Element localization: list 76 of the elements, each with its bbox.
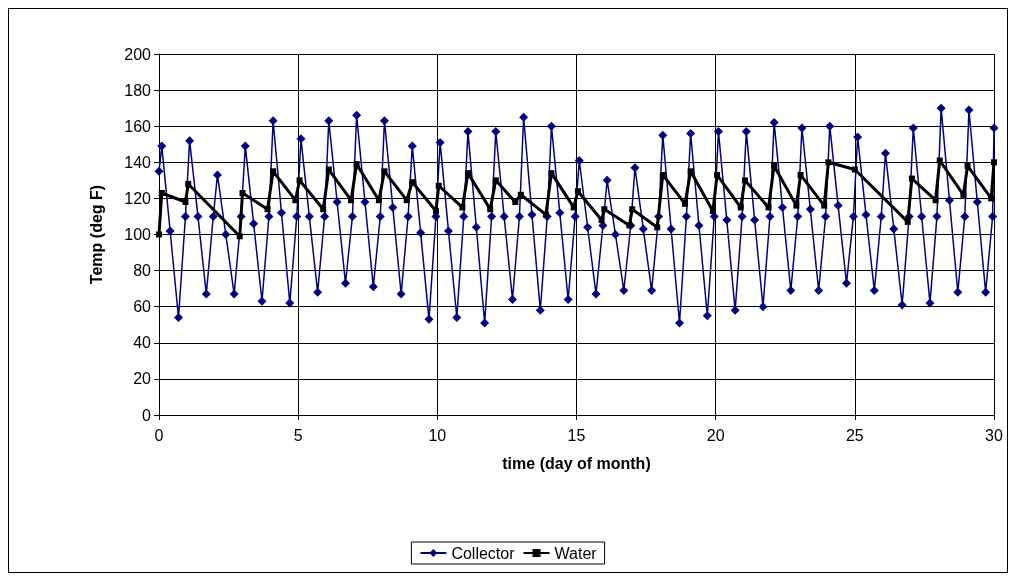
point bbox=[737, 204, 744, 211]
point bbox=[654, 224, 661, 231]
x-tick-label: 25 bbox=[845, 426, 864, 444]
point bbox=[487, 206, 494, 213]
point bbox=[381, 168, 388, 175]
point bbox=[182, 199, 189, 206]
point bbox=[797, 171, 804, 178]
x-tick-label: 0 bbox=[154, 426, 164, 444]
y-tick-label: 120 bbox=[124, 189, 152, 207]
point bbox=[709, 208, 716, 215]
point bbox=[432, 208, 439, 215]
x-tick-label: 10 bbox=[428, 426, 447, 444]
point bbox=[741, 177, 748, 184]
point bbox=[548, 170, 555, 177]
point bbox=[459, 204, 466, 211]
point bbox=[264, 206, 271, 213]
point bbox=[771, 162, 778, 169]
point bbox=[185, 180, 192, 187]
point bbox=[517, 191, 524, 198]
point bbox=[682, 200, 689, 207]
point bbox=[991, 159, 997, 166]
point bbox=[988, 195, 995, 202]
point bbox=[296, 177, 303, 184]
point bbox=[687, 168, 694, 175]
y-tick-label: 0 bbox=[142, 406, 152, 424]
point bbox=[932, 197, 939, 204]
point bbox=[464, 170, 471, 177]
point bbox=[908, 175, 915, 182]
y-tick-label: 100 bbox=[124, 226, 152, 243]
x-tick-label: 5 bbox=[293, 426, 303, 444]
point bbox=[659, 171, 666, 178]
y-tick-label: 180 bbox=[124, 81, 152, 99]
point bbox=[601, 206, 608, 213]
point bbox=[904, 218, 911, 225]
y-tick-label: 160 bbox=[124, 117, 152, 135]
point bbox=[793, 202, 800, 209]
point bbox=[598, 217, 605, 224]
y-tick-label: 140 bbox=[124, 153, 152, 171]
point bbox=[960, 191, 967, 198]
point bbox=[292, 197, 299, 204]
y-tick-label: 60 bbox=[133, 298, 152, 316]
point bbox=[851, 166, 858, 173]
point bbox=[936, 157, 943, 164]
point bbox=[270, 168, 277, 175]
point bbox=[512, 199, 519, 206]
x-tick-label: 15 bbox=[567, 426, 586, 444]
x-tick-label: 30 bbox=[985, 426, 1003, 444]
point bbox=[821, 202, 828, 209]
point bbox=[320, 206, 327, 213]
legend-label: Water bbox=[554, 544, 598, 562]
point bbox=[375, 197, 382, 204]
point bbox=[409, 179, 416, 186]
point bbox=[714, 171, 721, 178]
point bbox=[236, 233, 243, 240]
y-axis-title: Temp (deg F) bbox=[87, 184, 105, 285]
point bbox=[765, 204, 772, 211]
point bbox=[825, 159, 832, 166]
x-tick-label: 20 bbox=[706, 426, 725, 444]
point bbox=[492, 177, 499, 184]
y-tick-label: 80 bbox=[133, 262, 152, 280]
y-tick-label: 200 bbox=[124, 45, 152, 63]
legend-label: Collector bbox=[451, 544, 516, 562]
point bbox=[629, 206, 636, 213]
point bbox=[570, 204, 577, 211]
point bbox=[239, 189, 246, 196]
y-tick-label: 40 bbox=[133, 334, 152, 352]
point bbox=[353, 161, 360, 168]
x-axis-title: time (day of month) bbox=[502, 454, 651, 472]
point bbox=[574, 188, 581, 195]
point bbox=[435, 182, 442, 189]
y-tick-label: 20 bbox=[133, 370, 152, 388]
point bbox=[325, 166, 332, 173]
point bbox=[964, 162, 971, 169]
point bbox=[158, 189, 165, 196]
point bbox=[403, 197, 410, 204]
point bbox=[348, 197, 355, 204]
